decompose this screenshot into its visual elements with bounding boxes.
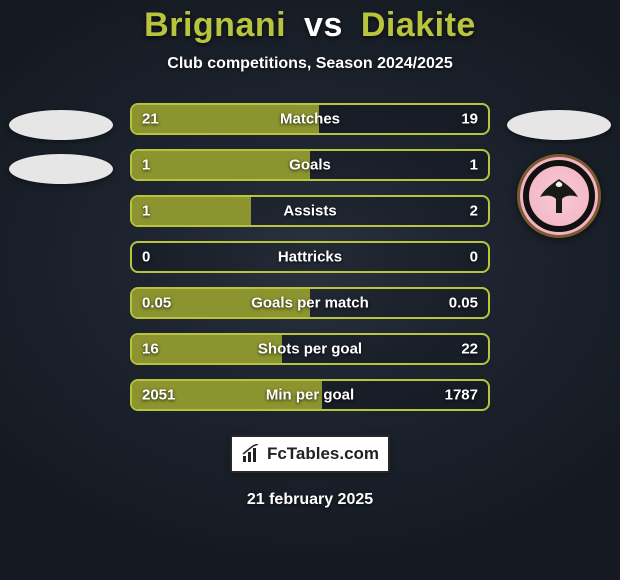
stat-value-left: 1 — [142, 203, 150, 220]
comparison-infographic: Brignani vs Diakite Club competitions, S… — [0, 0, 620, 580]
stat-value-right: 1 — [470, 157, 478, 174]
stat-value-right: 19 — [461, 111, 478, 128]
club-logo-placeholder — [507, 110, 611, 140]
source-text: FcTables.com — [267, 444, 379, 464]
source-badge: FcTables.com — [230, 435, 390, 473]
subtitle: Club competitions, Season 2024/2025 — [167, 55, 452, 73]
stat-row: 0.05 Goals per match 0.05 — [130, 287, 490, 319]
stat-value-right: 0.05 — [449, 295, 478, 312]
club-logo-placeholder — [9, 154, 113, 184]
left-club-column — [6, 110, 116, 184]
stat-fill-left — [132, 151, 310, 179]
stat-value-right: 1787 — [445, 387, 478, 404]
stat-value-left: 21 — [142, 111, 159, 128]
chart-icon — [241, 444, 261, 464]
player1-name: Brignani — [144, 6, 286, 44]
title: Brignani vs Diakite — [144, 6, 476, 45]
player2-name: Diakite — [361, 6, 476, 44]
stat-value-left: 16 — [142, 341, 159, 358]
stat-label: Assists — [283, 203, 336, 220]
stat-value-left: 0 — [142, 249, 150, 266]
club-badge-palermo — [517, 154, 601, 238]
stat-value-left: 2051 — [142, 387, 175, 404]
stat-row: 1 Goals 1 — [130, 149, 490, 181]
vs-text: vs — [304, 6, 343, 44]
stat-value-right: 22 — [461, 341, 478, 358]
stat-label: Goals per match — [251, 295, 369, 312]
stat-label: Min per goal — [266, 387, 354, 404]
stats-list: 21 Matches 19 1 Goals 1 1 Assists 2 0 Hattricks 0 0.… — [130, 103, 490, 411]
stat-label: Shots per goal — [258, 341, 362, 358]
stat-row: 16 Shots per goal 22 — [130, 333, 490, 365]
stat-row: 1 Assists 2 — [130, 195, 490, 227]
stat-row: 2051 Min per goal 1787 — [130, 379, 490, 411]
stat-value-right: 0 — [470, 249, 478, 266]
stat-label: Hattricks — [278, 249, 342, 266]
right-club-column — [504, 110, 614, 238]
stat-label: Goals — [289, 157, 331, 174]
stat-value-left: 0.05 — [142, 295, 171, 312]
eagle-icon — [536, 173, 582, 219]
stat-value-left: 1 — [142, 157, 150, 174]
stat-value-right: 2 — [470, 203, 478, 220]
stat-row: 0 Hattricks 0 — [130, 241, 490, 273]
stat-label: Matches — [280, 111, 340, 128]
stat-row: 21 Matches 19 — [130, 103, 490, 135]
club-logo-placeholder — [9, 110, 113, 140]
date-text: 21 february 2025 — [247, 491, 373, 509]
